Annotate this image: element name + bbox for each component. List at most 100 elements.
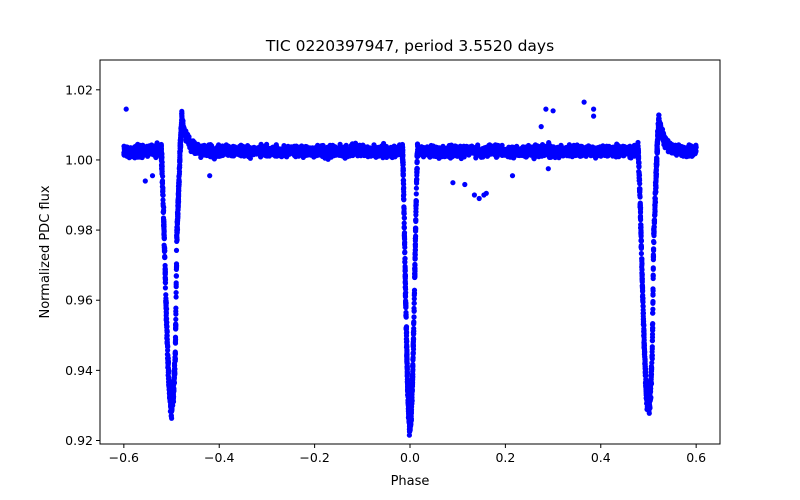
data-point <box>173 266 179 272</box>
data-point <box>410 356 416 362</box>
data-point <box>637 204 643 210</box>
data-point <box>165 355 171 361</box>
y-tick-label: 0.92 <box>65 433 93 448</box>
data-point <box>163 312 169 319</box>
data-point <box>649 354 655 360</box>
data-point <box>171 363 178 369</box>
data-point <box>163 300 169 306</box>
data-point <box>637 186 643 192</box>
data-point <box>176 179 182 185</box>
data-point <box>348 150 354 157</box>
data-point <box>419 150 425 156</box>
data-point <box>531 149 537 155</box>
data-point <box>303 147 309 153</box>
data-point <box>216 144 222 150</box>
data-point <box>577 153 583 159</box>
data-point <box>616 150 622 156</box>
data-point <box>638 217 644 223</box>
chart-title: TIC 0220397947, period 3.5520 days <box>265 37 554 55</box>
data-point <box>168 408 174 414</box>
data-point <box>123 106 129 112</box>
data-point <box>640 303 646 309</box>
data-point <box>412 274 418 280</box>
data-point <box>334 149 340 155</box>
data-point <box>189 142 195 148</box>
data-point <box>641 339 647 346</box>
data-point <box>402 244 408 250</box>
data-point <box>515 146 521 152</box>
data-point <box>175 207 181 213</box>
data-point <box>272 153 278 159</box>
data-point <box>140 147 146 153</box>
data-point <box>359 146 366 152</box>
data-point <box>320 151 326 157</box>
data-point <box>399 142 405 148</box>
data-point <box>660 131 667 137</box>
data-point <box>641 321 647 327</box>
data-point <box>648 363 655 369</box>
data-point <box>642 366 648 372</box>
data-point <box>638 237 644 243</box>
data-point <box>591 106 597 112</box>
data-point <box>690 149 696 155</box>
data-point <box>411 314 417 320</box>
data-point <box>172 356 178 362</box>
data-point <box>650 299 656 305</box>
data-point <box>166 378 172 384</box>
data-point <box>637 209 644 216</box>
data-point <box>173 273 179 279</box>
data-point <box>446 147 452 153</box>
y-axis-label: Normalized PDC flux <box>38 185 53 318</box>
data-point <box>367 152 373 159</box>
data-point <box>162 253 168 259</box>
data-point <box>581 148 588 154</box>
data-point <box>506 148 512 154</box>
data-point <box>149 151 155 157</box>
data-point <box>413 209 419 215</box>
data-point <box>399 150 405 156</box>
data-point <box>132 155 138 161</box>
data-point <box>207 173 213 179</box>
data-point <box>170 392 176 398</box>
data-point <box>165 342 171 349</box>
data-point <box>174 227 180 233</box>
x-tick-label: 0.6 <box>686 450 706 465</box>
data-point <box>648 373 654 379</box>
data-point <box>636 175 642 181</box>
data-point <box>121 151 127 157</box>
data-point <box>651 220 658 226</box>
data-point <box>411 296 417 302</box>
data-point <box>640 310 646 316</box>
data-point <box>538 124 544 130</box>
data-point <box>251 148 257 154</box>
data-point <box>636 155 642 161</box>
data-point <box>403 325 409 331</box>
data-point <box>650 292 656 298</box>
data-point <box>174 235 180 241</box>
data-point <box>680 149 687 155</box>
data-point <box>220 151 226 157</box>
data-point <box>635 149 642 155</box>
data-point <box>403 304 409 311</box>
data-point <box>142 178 148 184</box>
data-point <box>124 144 130 150</box>
data-point <box>265 149 271 155</box>
data-point <box>401 197 407 203</box>
data-point <box>413 233 419 239</box>
data-point <box>412 242 418 248</box>
data-point <box>639 285 646 291</box>
data-point <box>172 338 179 344</box>
data-point <box>476 195 482 202</box>
y-tick-label: 1.02 <box>65 82 93 97</box>
data-point <box>453 148 459 154</box>
data-point <box>412 267 418 273</box>
x-axis: −0.6 −0.4 −0.2 0.0 0.2 0.4 0.6 <box>109 444 706 465</box>
data-point <box>662 139 668 145</box>
x-tick-label: −0.2 <box>299 450 329 465</box>
data-point <box>414 166 420 172</box>
data-point <box>413 179 420 185</box>
data-point <box>177 146 183 152</box>
data-point <box>550 108 556 114</box>
data-point <box>517 151 523 157</box>
data-point <box>639 256 645 262</box>
